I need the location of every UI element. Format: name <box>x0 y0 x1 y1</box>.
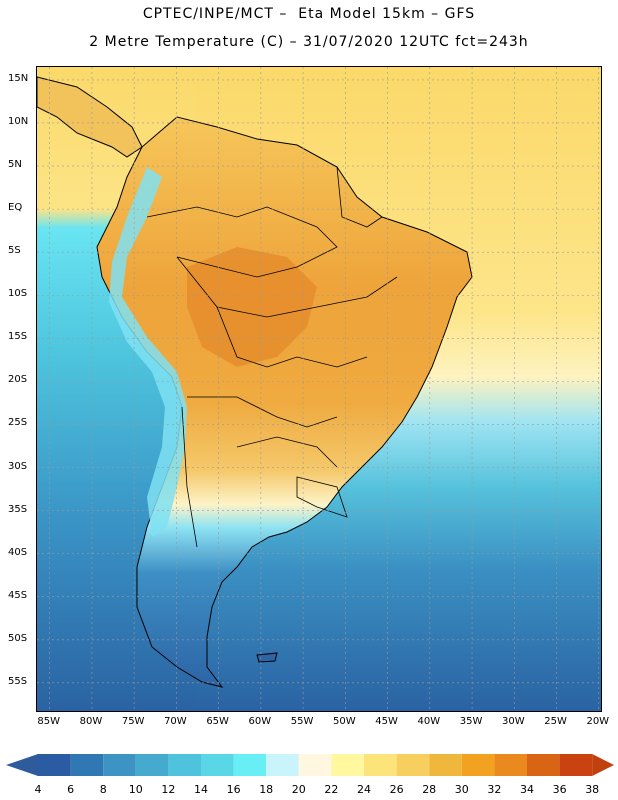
color-scale-label: 24 <box>357 783 371 796</box>
color-scale-label: 10 <box>128 783 143 796</box>
color-scale-swatch <box>70 754 104 776</box>
color-scale-swatch <box>103 754 136 776</box>
color-scale-max-arrow <box>592 754 614 776</box>
falkland-islands <box>256 652 278 663</box>
color-scale-swatch <box>559 754 593 776</box>
longitude-label: 45W <box>375 716 398 727</box>
latitude-label: 50S <box>8 632 28 644</box>
color-scale-swatch <box>38 754 71 776</box>
color-scale-label: 12 <box>161 783 176 796</box>
color-scale-label: 34 <box>520 783 534 796</box>
color-scale-label: 28 <box>422 783 437 796</box>
country-borders <box>146 166 398 548</box>
color-scale-swatch <box>201 754 234 776</box>
color-scale-label: 36 <box>552 783 567 796</box>
andes-range <box>109 167 187 537</box>
color-scale-label: 32 <box>487 783 502 796</box>
color-scale-label: 14 <box>194 783 208 796</box>
latitude-label: 35S <box>8 503 28 515</box>
color-scale-label: 6 <box>67 783 75 796</box>
latitude-label: 30S <box>8 460 28 472</box>
color-scale-min-arrow <box>6 754 38 776</box>
longitude-label: 35W <box>459 716 483 727</box>
latitude-label: 40S <box>8 546 28 558</box>
latitude-label: 10S <box>8 288 28 300</box>
color-scale-swatch <box>233 754 267 776</box>
latitude-label: EQ <box>8 202 23 214</box>
hot-interior <box>187 247 317 367</box>
color-scale-swatch <box>527 754 560 776</box>
temperature-map[interactable] <box>36 66 602 712</box>
latitude-label: 5N <box>8 159 22 171</box>
color-scale-swatch <box>396 754 430 776</box>
color-scale-label: 8 <box>99 783 107 796</box>
longitude-label: 80W <box>79 716 103 727</box>
longitude-label: 70W <box>164 716 187 727</box>
lat-lon-grid <box>37 67 601 711</box>
latitude-label: 45S <box>8 589 28 601</box>
color-scale-label: 22 <box>324 783 339 796</box>
color-scale-swatch <box>168 754 201 776</box>
color-scale-swatch <box>461 754 495 776</box>
longitude-label: 60W <box>248 716 272 727</box>
longitude-label: 40W <box>417 716 441 727</box>
color-scale-label: 16 <box>226 783 241 796</box>
color-scale-swatch <box>331 754 364 776</box>
map-canvas <box>37 67 601 711</box>
longitude-label: 20W <box>586 716 610 727</box>
latitude-label: 15S <box>8 331 28 343</box>
color-scale-label: 18 <box>259 783 274 796</box>
color-scale-label: 38 <box>585 783 600 796</box>
longitude-label: 75W <box>121 716 145 727</box>
color-scale-label: 20 <box>291 783 306 796</box>
longitude-label: 50W <box>333 716 356 727</box>
longitude-label: 30W <box>501 716 525 727</box>
color-scale-swatch <box>266 754 299 776</box>
latitude-label: 15N <box>8 72 29 84</box>
latitude-label: 10N <box>8 115 29 127</box>
color-scale-label: 26 <box>389 783 404 796</box>
map-title: CPTEC/INPE/MCT – Eta Model 15km – GFS <box>142 6 476 22</box>
color-scale-label: 4 <box>34 783 42 796</box>
longitude-label: 65W <box>206 716 229 727</box>
color-scale-swatch <box>494 754 527 776</box>
color-scale-swatch <box>298 754 332 776</box>
color-scale-swatch <box>364 754 397 776</box>
latitude-label: 5S <box>8 245 21 257</box>
longitude-label: 55W <box>290 716 314 727</box>
color-scale-swatch <box>135 754 169 776</box>
color-scale-label: 30 <box>454 783 469 796</box>
latitude-label: 55S <box>8 675 28 687</box>
color-scale-swatch <box>429 754 462 776</box>
longitude-label: 85W <box>37 716 60 727</box>
color-scale-bar <box>6 754 614 776</box>
map-subtitle: 2 Metre Temperature (C) – 31/07/2020 12U… <box>89 34 529 50</box>
latitude-label: 20S <box>8 374 28 386</box>
longitude-label: 25W <box>544 716 567 727</box>
latitude-label: 25S <box>8 417 28 429</box>
central-america <box>37 76 143 158</box>
